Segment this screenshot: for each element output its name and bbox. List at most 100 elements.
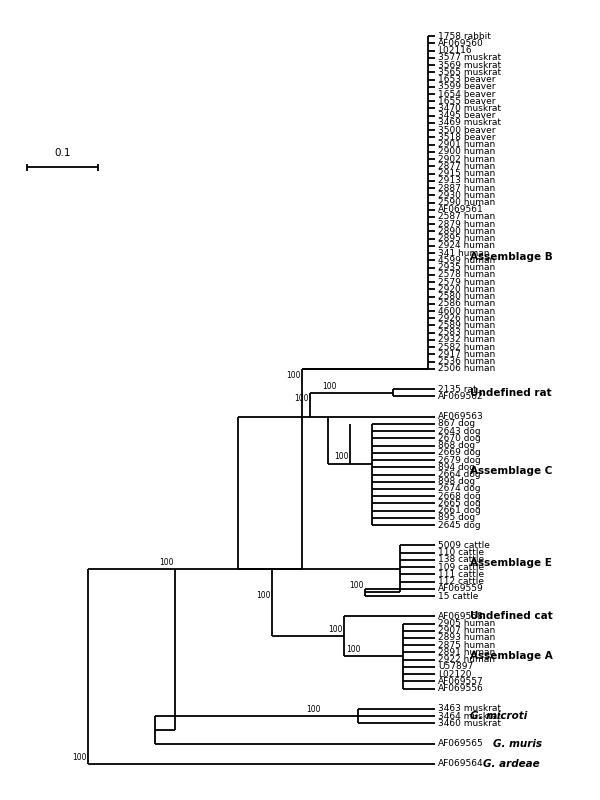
Text: 2582 human: 2582 human <box>438 342 495 352</box>
Text: AF069557: AF069557 <box>438 677 484 686</box>
Text: 100: 100 <box>335 453 349 462</box>
Text: 3569 muskrat: 3569 muskrat <box>438 61 501 70</box>
Text: 2643 dog: 2643 dog <box>438 426 481 436</box>
Text: 100: 100 <box>349 582 364 590</box>
Text: AF069560: AF069560 <box>438 39 484 48</box>
Text: 2665 dog: 2665 dog <box>438 499 481 508</box>
Text: 3495 beaver: 3495 beaver <box>438 111 496 120</box>
Text: U57897: U57897 <box>438 662 473 671</box>
Text: 3565 muskrat: 3565 muskrat <box>438 68 501 77</box>
Text: 100: 100 <box>307 705 321 714</box>
Text: 3464 muskrat: 3464 muskrat <box>438 711 501 721</box>
Text: 2579 human: 2579 human <box>438 278 495 286</box>
Text: 2901 human: 2901 human <box>438 140 495 149</box>
Text: 2935 human: 2935 human <box>438 263 495 272</box>
Text: Assemblage E: Assemblage E <box>470 558 552 569</box>
Text: 2930 human: 2930 human <box>438 190 495 200</box>
Text: 2580 human: 2580 human <box>438 292 495 301</box>
Text: Undefined rat: Undefined rat <box>470 388 551 398</box>
Text: 2891 human: 2891 human <box>438 648 495 657</box>
Text: AF069556: AF069556 <box>438 684 484 693</box>
Text: 1758 rabbit: 1758 rabbit <box>438 32 491 41</box>
Text: Assemblage B: Assemblage B <box>470 252 553 262</box>
Text: 2915 human: 2915 human <box>438 169 495 178</box>
Text: 2924 human: 2924 human <box>438 242 495 250</box>
Text: 111 cattle: 111 cattle <box>438 570 484 579</box>
Text: AF069564: AF069564 <box>438 759 484 768</box>
Text: L02116: L02116 <box>438 46 472 55</box>
Text: AF069558: AF069558 <box>438 612 484 621</box>
Text: 2900 human: 2900 human <box>438 147 495 156</box>
Text: 1653 beaver: 1653 beaver <box>438 75 496 84</box>
Text: 1654 beaver: 1654 beaver <box>438 90 496 98</box>
Text: 2669 dog: 2669 dog <box>438 448 481 458</box>
Text: Undefined cat: Undefined cat <box>470 611 553 622</box>
Text: 2893 human: 2893 human <box>438 634 495 642</box>
Text: 2578 human: 2578 human <box>438 270 495 279</box>
Text: 2875 human: 2875 human <box>438 641 495 650</box>
Text: 2661 dog: 2661 dog <box>438 506 481 515</box>
Text: 0.1: 0.1 <box>54 149 71 158</box>
Text: 138 cattle: 138 cattle <box>438 555 484 564</box>
Text: G. ardeae: G. ardeae <box>483 759 539 769</box>
Text: 15 cattle: 15 cattle <box>438 591 478 601</box>
Text: 2674 dog: 2674 dog <box>438 485 481 494</box>
Text: 3577 muskrat: 3577 muskrat <box>438 54 501 62</box>
Text: 2536 human: 2536 human <box>438 357 495 366</box>
Text: 3469 muskrat: 3469 muskrat <box>438 118 501 127</box>
Text: AF069561: AF069561 <box>438 206 484 214</box>
Text: 2670 dog: 2670 dog <box>438 434 481 443</box>
Text: 2668 dog: 2668 dog <box>438 492 481 501</box>
Text: 1655 beaver: 1655 beaver <box>438 97 496 106</box>
Text: 2887 human: 2887 human <box>438 183 495 193</box>
Text: 5009 cattle: 5009 cattle <box>438 541 490 550</box>
Text: 2920 human: 2920 human <box>438 285 495 294</box>
Text: 100: 100 <box>257 591 271 600</box>
Text: L02120: L02120 <box>438 670 472 678</box>
Text: Assemblage C: Assemblage C <box>470 466 553 476</box>
Text: 100: 100 <box>287 371 301 380</box>
Text: 2583 human: 2583 human <box>438 328 495 338</box>
Text: 109 cattle: 109 cattle <box>438 562 484 571</box>
Text: 2907 human: 2907 human <box>438 626 495 635</box>
Text: 895 dog: 895 dog <box>438 514 475 522</box>
Text: 898 dog: 898 dog <box>438 478 475 486</box>
Text: 2679 dog: 2679 dog <box>438 455 481 465</box>
Text: G. microti: G. microti <box>470 711 527 721</box>
Text: 867 dog: 867 dog <box>438 419 475 428</box>
Text: AF069562: AF069562 <box>438 392 484 401</box>
Text: 894 dog: 894 dog <box>438 462 475 472</box>
Text: 2890 human: 2890 human <box>438 227 495 236</box>
Text: 2645 dog: 2645 dog <box>438 521 481 530</box>
Text: 2587 human: 2587 human <box>438 213 495 222</box>
Text: 2922 human: 2922 human <box>438 655 495 664</box>
Text: 868 dog: 868 dog <box>438 441 475 450</box>
Text: 2506 human: 2506 human <box>438 364 495 374</box>
Text: 3518 beaver: 3518 beaver <box>438 133 496 142</box>
Text: 3599 beaver: 3599 beaver <box>438 82 496 91</box>
Text: 3460 muskrat: 3460 muskrat <box>438 719 501 728</box>
Text: 2589 human: 2589 human <box>438 321 495 330</box>
Text: 341 human: 341 human <box>438 249 490 258</box>
Text: 100: 100 <box>323 382 337 390</box>
Text: 2877 human: 2877 human <box>438 162 495 171</box>
Text: AF069565: AF069565 <box>438 739 484 748</box>
Text: 100: 100 <box>347 645 361 654</box>
Text: 112 cattle: 112 cattle <box>438 577 484 586</box>
Text: 2135 rat: 2135 rat <box>438 385 476 394</box>
Text: 4600 human: 4600 human <box>438 306 495 315</box>
Text: AF069563: AF069563 <box>438 412 484 421</box>
Text: Assemblage A: Assemblage A <box>470 651 553 661</box>
Text: 2902 human: 2902 human <box>438 154 495 164</box>
Text: 2664 dog: 2664 dog <box>438 470 481 479</box>
Text: 3500 beaver: 3500 beaver <box>438 126 496 134</box>
Text: 2913 human: 2913 human <box>438 176 495 186</box>
Text: 2905 human: 2905 human <box>438 619 495 628</box>
Text: 2932 human: 2932 human <box>438 335 495 345</box>
Text: 2926 human: 2926 human <box>438 314 495 322</box>
Text: G. muris: G. muris <box>493 738 542 749</box>
Text: 100: 100 <box>295 394 309 402</box>
Text: 100: 100 <box>329 625 343 634</box>
Text: 2586 human: 2586 human <box>438 299 495 308</box>
Text: 100: 100 <box>160 558 174 566</box>
